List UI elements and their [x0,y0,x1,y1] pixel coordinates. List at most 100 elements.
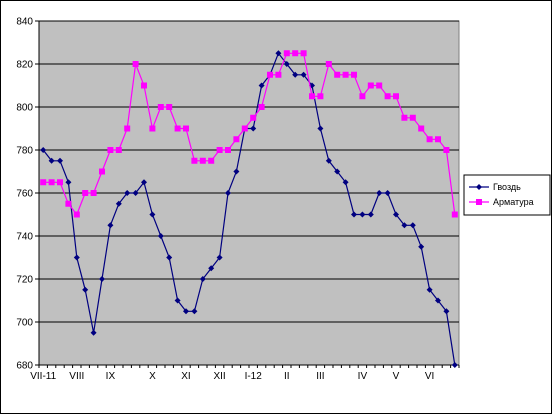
y-tick-label: 840 [16,17,33,28]
data-point [401,114,408,121]
data-point [183,308,189,315]
y-tick-label: 760 [16,189,33,200]
data-point [443,147,450,153]
x-tick-label: III [316,371,324,382]
data-point [107,147,114,153]
x-tick-label: XI [181,371,190,382]
data-point [216,147,223,153]
data-point [174,297,181,304]
data-point [107,222,114,229]
data-point [208,157,215,164]
x-tick-label: I-12 [245,371,263,382]
data-point [225,190,231,196]
data-point [418,243,425,250]
data-point [115,200,122,207]
data-point [283,50,290,57]
data-point [351,211,357,218]
data-point [300,71,307,78]
data-point [233,136,240,143]
data-point [124,125,131,132]
data-point [73,211,80,218]
data-point [292,71,299,78]
x-tick-label: VI [425,371,434,382]
x-axis-ticks: VII-11 VIII IX X XI XII I-12 II III IV V VI [30,364,460,382]
data-point [225,147,231,153]
data-point [367,82,374,89]
data-point [325,61,332,67]
data-point [48,157,55,164]
data-point [334,71,341,78]
data-point [367,211,374,218]
data-point [141,82,147,89]
data-point [191,308,198,315]
x-tick-label: XII [213,371,225,382]
x-tick-label: V [393,371,400,382]
y-tick-label: 820 [16,60,33,71]
data-point [435,136,441,143]
data-point [57,179,63,186]
data-point [351,71,357,78]
data-point [99,168,105,175]
data-point [435,297,441,304]
data-point [393,211,399,218]
data-point [300,50,307,57]
data-point [132,61,139,67]
data-point [359,93,366,100]
data-point [275,50,282,57]
data-point [342,71,349,78]
data-point [325,157,332,164]
data-point [250,114,257,121]
data-point [183,125,189,132]
data-point [149,125,156,132]
data-point [309,93,315,100]
data-point [216,254,223,261]
data-point [376,190,383,196]
legend: Гвоздь Арматура [463,174,551,216]
data-point [384,93,391,100]
data-point [166,254,173,261]
data-point [241,125,248,132]
data-point [124,190,131,196]
data-point [451,362,458,368]
data-point [82,286,89,293]
data-point [426,286,433,293]
data-point [40,179,47,186]
x-tick-label: VII-11 [30,371,56,382]
data-point [157,104,164,110]
data-point [233,168,240,175]
x-tick-label: IX [106,371,116,382]
data-point [267,71,273,78]
x-tick-label: IV [358,371,368,382]
data-point [141,179,147,186]
y-tick-label: 800 [16,103,33,114]
data-point [73,254,80,261]
data-point [451,211,458,218]
data-point [208,265,215,272]
data-point [250,125,257,132]
data-point [115,147,122,153]
data-point [99,276,105,282]
data-point [426,136,433,143]
data-point [384,190,391,196]
x-tick-label: II [284,371,290,382]
data-point [393,93,399,100]
x-tick-label: VIII [69,371,84,382]
legend-label: Арматура [493,197,534,207]
data-point [258,82,265,89]
legend-marker [476,184,482,190]
legend-marker [476,199,482,205]
data-point [90,190,97,196]
legend-label: Гвоздь [493,182,521,192]
series-group [40,50,458,368]
data-point [166,104,173,110]
data-point [258,104,265,110]
y-tick-label: 720 [16,275,33,286]
data-point [199,276,206,282]
data-point [65,200,72,207]
data-point [174,125,181,132]
data-point [409,222,416,229]
data-point [283,61,290,67]
data-point [317,125,324,132]
data-point [191,157,198,164]
